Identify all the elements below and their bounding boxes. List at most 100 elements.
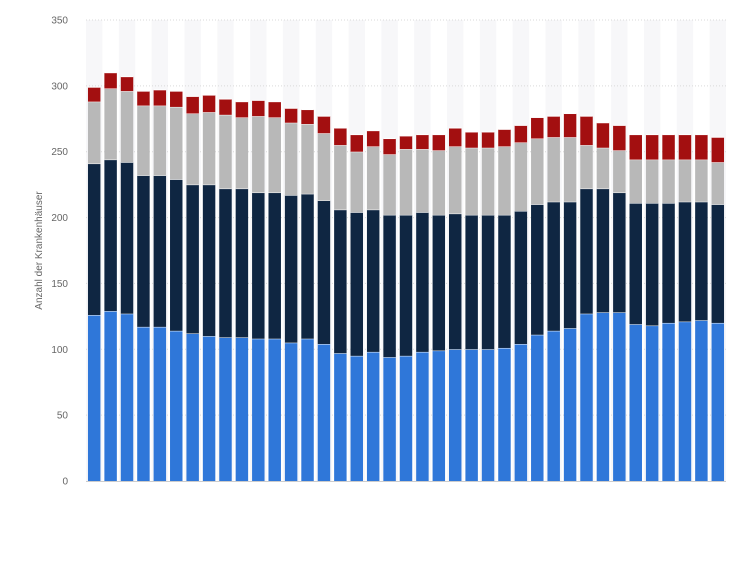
bar-segment-s4[interactable] bbox=[678, 134, 692, 160]
bar-segment-s3[interactable] bbox=[613, 150, 626, 193]
bar-segment-s3[interactable] bbox=[711, 162, 725, 205]
bar-segment-s1[interactable] bbox=[563, 328, 577, 481]
bar-segment-s1[interactable] bbox=[613, 312, 626, 481]
bar-segment-s2[interactable] bbox=[711, 204, 725, 323]
bar-segment-s3[interactable] bbox=[268, 117, 281, 193]
bar-segment-s4[interactable] bbox=[465, 131, 478, 148]
bar-segment-s4[interactable] bbox=[662, 134, 675, 160]
bar-segment-s4[interactable] bbox=[252, 100, 265, 117]
bar-segment-s2[interactable] bbox=[645, 203, 659, 326]
bar-segment-s2[interactable] bbox=[695, 201, 708, 321]
bar-segment-s1[interactable] bbox=[284, 342, 298, 481]
bar-segment-s3[interactable] bbox=[695, 159, 708, 202]
bar-segment-s3[interactable] bbox=[186, 113, 199, 185]
bar-segment-s4[interactable] bbox=[219, 99, 232, 115]
bar-segment-s4[interactable] bbox=[547, 116, 560, 138]
bar-segment-s4[interactable] bbox=[235, 101, 249, 118]
bar-segment-s3[interactable] bbox=[465, 147, 478, 215]
bar-segment-s2[interactable] bbox=[153, 175, 167, 327]
bar-segment-s1[interactable] bbox=[202, 336, 216, 481]
bar-segment-s1[interactable] bbox=[120, 313, 134, 481]
bar-segment-s1[interactable] bbox=[432, 350, 446, 481]
bar-segment-s2[interactable] bbox=[399, 214, 413, 356]
bar-segment-s4[interactable] bbox=[202, 95, 216, 113]
bar-segment-s4[interactable] bbox=[563, 113, 577, 138]
bar-segment-s1[interactable] bbox=[334, 353, 347, 481]
bar-segment-s3[interactable] bbox=[629, 159, 642, 204]
bar-segment-s3[interactable] bbox=[252, 116, 265, 193]
bar-segment-s3[interactable] bbox=[202, 112, 216, 185]
bar-segment-s3[interactable] bbox=[547, 137, 560, 202]
bar-segment-s3[interactable] bbox=[87, 101, 101, 164]
bar-segment-s3[interactable] bbox=[153, 105, 167, 176]
bar-segment-s2[interactable] bbox=[678, 201, 692, 322]
bar-segment-s1[interactable] bbox=[153, 326, 167, 481]
bar-segment-s2[interactable] bbox=[563, 201, 577, 329]
bar-segment-s1[interactable] bbox=[629, 324, 642, 481]
bar-segment-s1[interactable] bbox=[514, 344, 528, 481]
bar-segment-s2[interactable] bbox=[350, 212, 364, 356]
bar-segment-s3[interactable] bbox=[137, 105, 150, 176]
bar-segment-s4[interactable] bbox=[350, 134, 364, 152]
bar-segment-s2[interactable] bbox=[137, 175, 150, 327]
bar-segment-s1[interactable] bbox=[170, 330, 183, 481]
bar-segment-s4[interactable] bbox=[399, 135, 413, 150]
bar-segment-s3[interactable] bbox=[366, 146, 380, 210]
bar-segment-s4[interactable] bbox=[481, 131, 495, 148]
bar-segment-s4[interactable] bbox=[596, 122, 610, 148]
bar-segment-s3[interactable] bbox=[531, 138, 544, 205]
bar-segment-s1[interactable] bbox=[350, 355, 364, 481]
bar-segment-s2[interactable] bbox=[629, 203, 642, 325]
bar-segment-s1[interactable] bbox=[235, 337, 249, 481]
bar-segment-s4[interactable] bbox=[613, 125, 626, 151]
bar-segment-s3[interactable] bbox=[170, 106, 183, 180]
bar-segment-s2[interactable] bbox=[596, 188, 610, 313]
bar-segment-s3[interactable] bbox=[481, 147, 495, 215]
bar-segment-s4[interactable] bbox=[695, 134, 708, 160]
bar-segment-s4[interactable] bbox=[301, 109, 314, 125]
bar-segment-s2[interactable] bbox=[547, 201, 560, 331]
bar-segment-s2[interactable] bbox=[252, 192, 265, 339]
bar-segment-s1[interactable] bbox=[481, 349, 495, 481]
bar-segment-s2[interactable] bbox=[481, 214, 495, 350]
bar-segment-s1[interactable] bbox=[695, 320, 708, 481]
bar-segment-s3[interactable] bbox=[301, 124, 314, 194]
bar-segment-s3[interactable] bbox=[514, 142, 528, 211]
bar-segment-s4[interactable] bbox=[448, 128, 462, 147]
bar-segment-s2[interactable] bbox=[498, 214, 511, 348]
bar-segment-s3[interactable] bbox=[383, 154, 396, 215]
bar-segment-s4[interactable] bbox=[268, 101, 281, 118]
bar-segment-s1[interactable] bbox=[416, 351, 429, 481]
bar-segment-s3[interactable] bbox=[399, 149, 413, 215]
bar-segment-s2[interactable] bbox=[334, 209, 347, 354]
bar-segment-s3[interactable] bbox=[448, 146, 462, 214]
bar-segment-s2[interactable] bbox=[613, 192, 626, 313]
bar-segment-s2[interactable] bbox=[662, 203, 675, 323]
bar-segment-s4[interactable] bbox=[432, 134, 446, 151]
bar-segment-s4[interactable] bbox=[514, 125, 528, 143]
bar-segment-s4[interactable] bbox=[334, 128, 347, 146]
bar-segment-s3[interactable] bbox=[334, 145, 347, 210]
bar-segment-s1[interactable] bbox=[219, 337, 232, 481]
bar-segment-s1[interactable] bbox=[596, 312, 610, 481]
bar-segment-s4[interactable] bbox=[580, 116, 593, 146]
bar-segment-s3[interactable] bbox=[317, 133, 331, 201]
bar-segment-s3[interactable] bbox=[219, 114, 232, 189]
bar-segment-s4[interactable] bbox=[186, 96, 199, 114]
bar-segment-s1[interactable] bbox=[317, 344, 331, 481]
bar-segment-s4[interactable] bbox=[711, 137, 725, 163]
bar-segment-s3[interactable] bbox=[120, 91, 134, 163]
bar-segment-s2[interactable] bbox=[448, 213, 462, 350]
bar-segment-s4[interactable] bbox=[629, 134, 642, 160]
bar-segment-s2[interactable] bbox=[580, 188, 593, 314]
bar-segment-s3[interactable] bbox=[350, 151, 364, 213]
bar-segment-s3[interactable] bbox=[662, 159, 675, 204]
bar-segment-s1[interactable] bbox=[711, 322, 725, 481]
bar-segment-s2[interactable] bbox=[170, 179, 183, 331]
bar-segment-s1[interactable] bbox=[498, 347, 511, 481]
bar-segment-s4[interactable] bbox=[170, 91, 183, 107]
bar-segment-s3[interactable] bbox=[416, 149, 429, 213]
bar-segment-s2[interactable] bbox=[514, 210, 528, 345]
bar-segment-s2[interactable] bbox=[186, 184, 199, 334]
bar-segment-s1[interactable] bbox=[383, 357, 396, 481]
